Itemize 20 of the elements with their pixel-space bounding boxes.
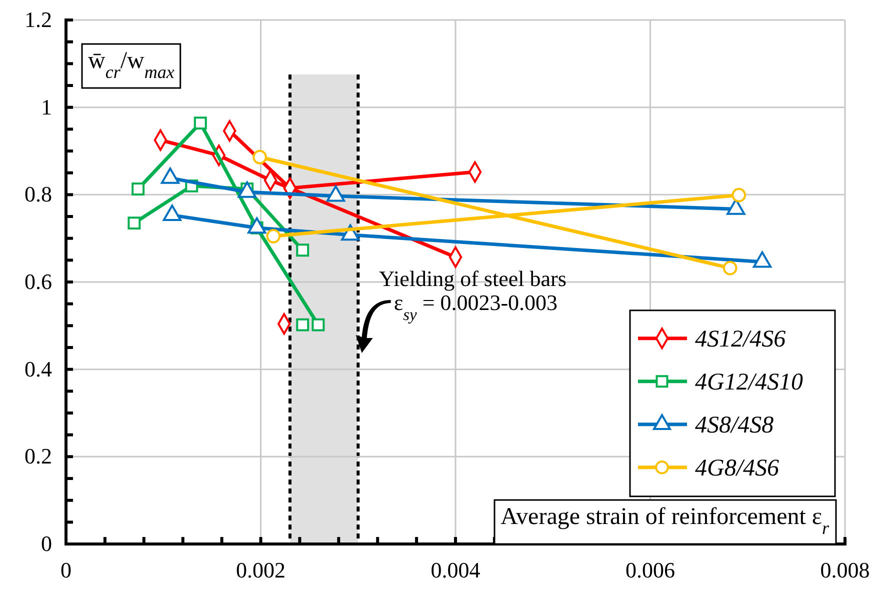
- annotation: ε$_{sy}$ = 0.0023-0.003: [394, 290, 558, 324]
- x-axis-title: Average strain of reinforcement ε$_{r}$: [500, 504, 830, 538]
- legend-label: 4G8/4S6: [695, 455, 779, 482]
- legend-label: 4S8/4S8: [695, 412, 774, 438]
- y-tick-label: 0.8: [24, 182, 52, 207]
- y-tick-label: 0.2: [24, 444, 52, 469]
- legend-label: 4S12/4S6: [695, 326, 786, 352]
- y-tick-label: 0.6: [24, 269, 52, 294]
- x-tick-label: 0.008: [820, 558, 870, 583]
- x-tick-label: 0.002: [236, 558, 286, 583]
- legend-label: 4G12/4S10: [695, 369, 803, 396]
- x-tick-label: 0.006: [626, 558, 675, 583]
- x-tick-label: 0: [60, 558, 72, 583]
- annotation: Yielding of steel bars: [378, 266, 566, 292]
- x-tick-label: 0.004: [430, 558, 480, 583]
- y-axis-title: w̄$_{cr}$/w$_{max}$: [88, 48, 174, 82]
- y-tick-label: 0: [41, 531, 52, 556]
- y-tick-label: 1: [41, 94, 52, 120]
- y-tick-label: 0.4: [24, 356, 52, 382]
- y-tick-label: 1.2: [24, 7, 52, 32]
